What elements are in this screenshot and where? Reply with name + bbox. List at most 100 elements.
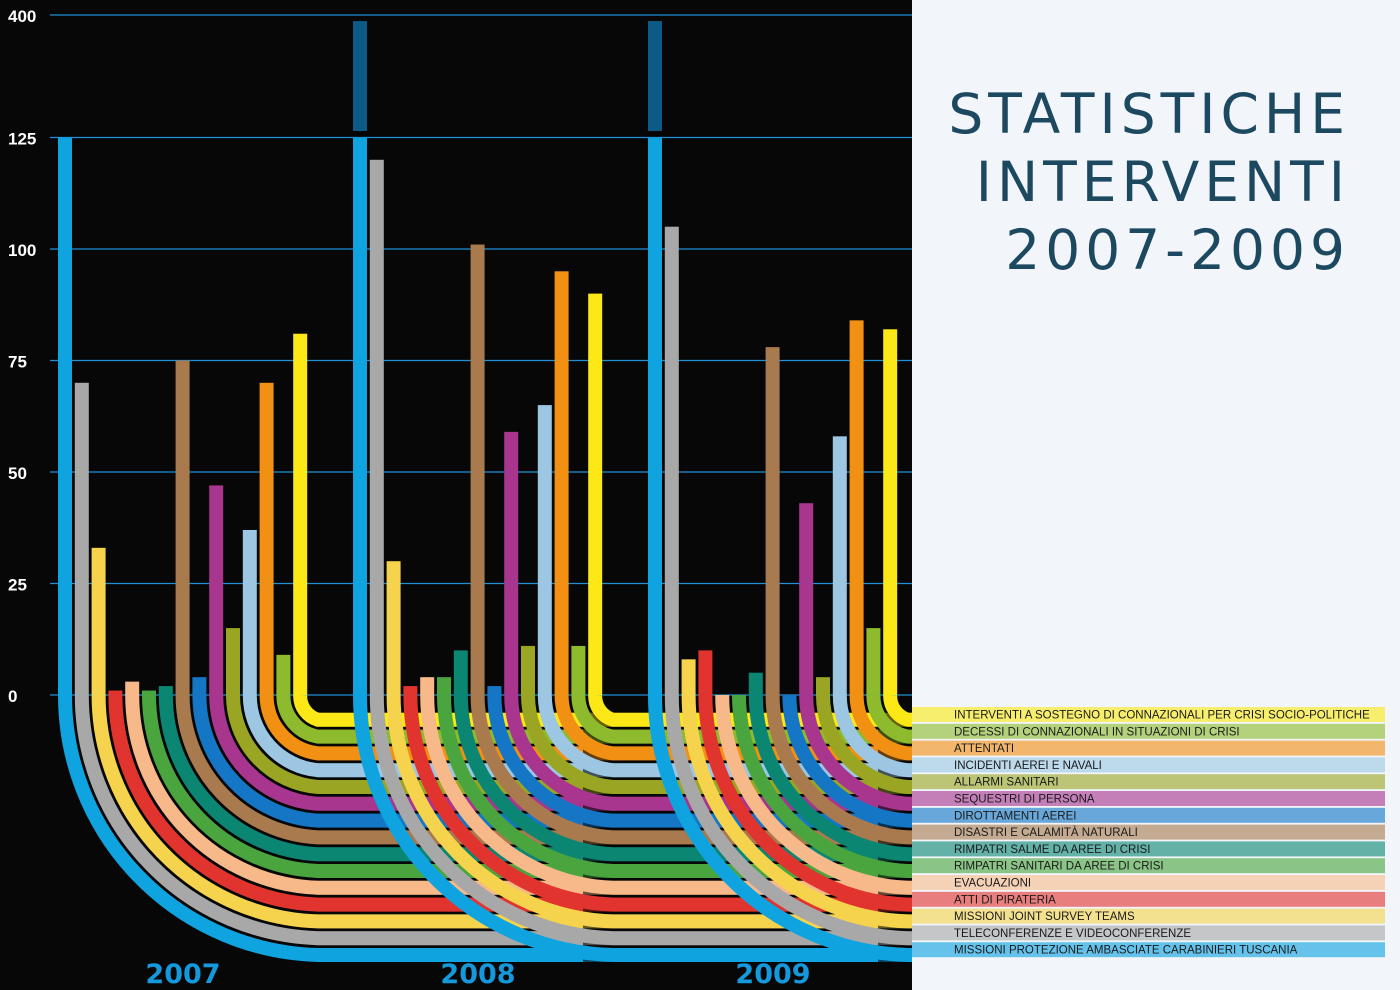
- tick-label-100: 100: [8, 241, 36, 260]
- legend-swatch-2: [912, 908, 1385, 924]
- legend-swatch-7: [912, 824, 1385, 840]
- curve-11: [242, 694, 583, 778]
- bar-6: [453, 650, 468, 695]
- curve-7: [470, 694, 878, 845]
- curve-0: [353, 694, 878, 962]
- bar-3: [698, 650, 713, 695]
- bar-10: [521, 645, 535, 695]
- bar-8: [192, 677, 207, 695]
- curve-6: [748, 694, 912, 862]
- bar-13: [866, 628, 881, 695]
- bar-14: [883, 329, 898, 695]
- curve-3: [108, 694, 583, 912]
- bar-3: [403, 686, 418, 695]
- bar-14: [588, 293, 603, 695]
- legend-label-9: SEQUESTRI DI PERSONA: [954, 794, 1095, 806]
- tick-label-125: 125: [8, 130, 36, 149]
- year-group-2009: 2009: [648, 21, 912, 990]
- curve-8: [192, 694, 583, 828]
- legend-swatch-9: [912, 791, 1385, 806]
- bar-11: [537, 405, 552, 695]
- page-title: STATISTICHE INTERVENTI 2007-2009: [930, 80, 1350, 284]
- curve-9: [799, 694, 912, 811]
- curve-11: [537, 694, 878, 778]
- tick-label-75: 75: [8, 353, 27, 372]
- tick-label-50: 50: [8, 464, 27, 483]
- legend-swatch-8: [912, 807, 1385, 823]
- bar-4: [420, 677, 435, 695]
- legend-label-6: RIMPATRI SALME DA AREE DI CRISI: [954, 844, 1150, 856]
- bar-0: [648, 137, 662, 695]
- curve-2: [91, 694, 583, 929]
- curve-2: [386, 694, 878, 929]
- curve-6: [453, 694, 878, 862]
- bar-12: [849, 320, 864, 695]
- legend-swatch-5: [912, 858, 1385, 874]
- tick-label-0: 0: [8, 687, 17, 706]
- legend-label-3: ATTI DI PIRATERIA: [954, 894, 1056, 906]
- legend-label-1: TELECONFERENZE E VIDEOCONFERENZE: [954, 928, 1191, 940]
- curve-2: [681, 694, 912, 929]
- bar-0: [58, 137, 72, 695]
- curve-8: [487, 694, 878, 828]
- curve-13: [866, 694, 912, 744]
- legend-label-2: MISSIONI JOINT SURVEY TEAMS: [954, 911, 1135, 923]
- curve-12: [849, 694, 912, 761]
- curve-10: [225, 694, 583, 794]
- curve-14: [883, 694, 912, 727]
- curve-5: [436, 694, 878, 878]
- curve-10: [520, 694, 878, 794]
- bar-5: [142, 690, 156, 695]
- curve-4: [125, 694, 583, 895]
- curve-1: [369, 694, 878, 946]
- curve-5: [731, 694, 912, 878]
- curve-12: [259, 694, 583, 761]
- curve-12: [554, 694, 878, 761]
- curve-10: [815, 694, 912, 794]
- legend-label-8: DIROTTAMENTI AEREI: [954, 810, 1076, 822]
- curve-7: [175, 694, 583, 845]
- title-line-1: STATISTICHE: [948, 82, 1350, 146]
- bar-1: [369, 159, 384, 696]
- legend-label-10: ALLARMI SANITARI: [954, 777, 1059, 789]
- curve-3: [403, 694, 878, 912]
- legend-swatch-0: [912, 942, 1385, 958]
- bar-7: [175, 360, 190, 695]
- legend-label-5: RIMPATRI SANITARI DA AREE DI CRISI: [954, 861, 1164, 873]
- year-label-2009: 2009: [735, 959, 810, 990]
- legend-label-13: DECESSI DI CONNAZIONALI IN SITUAZIONI DI…: [954, 726, 1240, 738]
- bar-6: [158, 686, 173, 695]
- bar-4: [125, 681, 140, 695]
- year-group-2007: 2007: [58, 137, 583, 990]
- year-label-2008: 2008: [440, 959, 515, 990]
- bar-10: [816, 677, 830, 695]
- bar-2: [681, 659, 696, 695]
- curve-9: [209, 694, 583, 811]
- curve-3: [698, 694, 912, 912]
- bar-3: [108, 690, 123, 695]
- year-group-2008: 2008: [353, 21, 878, 990]
- legend-label-0: MISSIONI PROTEZIONE AMBASCIATE CARABINIE…: [954, 945, 1298, 957]
- bar-11: [832, 436, 847, 695]
- legend-swatch-1: [912, 925, 1385, 941]
- legend-label-14: INTERVENTI A SOSTEGNO DI CONNAZIONALI PE…: [954, 710, 1370, 722]
- curve-4: [715, 694, 912, 895]
- bar-5: [437, 677, 451, 695]
- legend-label-7: DISASTRI E CALAMITÀ NATURALI: [954, 826, 1138, 839]
- bar-0: [353, 137, 367, 695]
- curve-14: [293, 694, 583, 727]
- curve-1: [74, 694, 583, 946]
- curve-13: [571, 694, 878, 744]
- bar-1: [74, 382, 89, 695]
- legend-swatch-3: [912, 891, 1385, 907]
- legend-swatch-13: [912, 723, 1385, 739]
- curve-0: [648, 694, 912, 962]
- bar-top-0: [353, 21, 367, 132]
- curve-9: [504, 694, 878, 811]
- legend-swatch-14: [912, 707, 1385, 722]
- bar-12: [259, 382, 274, 695]
- bar-7: [765, 347, 780, 695]
- legend-swatch-6: [912, 841, 1385, 857]
- title-line-3: 2007-2009: [1005, 218, 1350, 282]
